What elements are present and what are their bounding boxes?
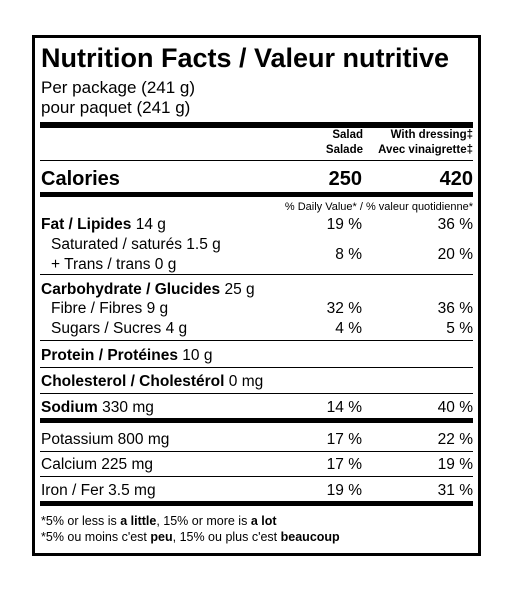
column-header: Salade <box>325 144 363 156</box>
dv-header: % Daily Value* / % valeur quotidienne* <box>284 201 473 213</box>
dv: 5 % <box>446 320 473 337</box>
rule <box>40 160 473 161</box>
nutrient-name: Iron / Fer 3.5 mg <box>41 482 156 499</box>
nutrient-amount: 10 g <box>182 347 213 364</box>
nutrient-name: Potassium 800 mg <box>41 431 170 448</box>
rule <box>40 393 473 394</box>
title: Nutrition Facts / Valeur nutritive <box>41 43 450 73</box>
nutrient: Carbohydrate / Glucides 25 g <box>41 282 255 298</box>
nutrient: Fat / Lipides 14 g <box>41 217 166 233</box>
nutrient-name: Carbohydrate / Glucides <box>41 281 221 298</box>
footnote: *5% or less is a little, 15% or more is … <box>41 515 277 528</box>
rule <box>40 367 473 368</box>
nutrient: Cholesterol / Cholestérol 0 mg <box>41 374 263 390</box>
nutrient-name: Sugars / Sucres 4 g <box>51 320 188 337</box>
dv: 4 % <box>335 320 362 337</box>
footnote-text: , 15% ou plus c'est <box>172 530 281 544</box>
nutrient-amount: 14 g <box>135 216 166 233</box>
footnote-text: , 15% or more is <box>156 514 251 528</box>
footnote-text: peu <box>150 530 173 544</box>
footnote-text: a lot <box>250 514 277 528</box>
column-header: Avec vinaigrette‡ <box>378 144 473 156</box>
nutrient-amount: 330 mg <box>102 399 154 416</box>
dv: 19 % <box>437 456 473 473</box>
nutrient-name: Sodium <box>41 399 98 416</box>
calories-value: 250 <box>328 168 362 190</box>
dv: 20 % <box>437 246 473 263</box>
dv: 17 % <box>326 431 362 448</box>
rule <box>40 451 473 452</box>
serving: pour paquet (241 g) <box>41 98 191 117</box>
footnote: *5% ou moins c'est peu, 15% ou plus c'es… <box>41 531 340 544</box>
serving: Per package (241 g) <box>41 78 196 97</box>
dv: 22 % <box>437 431 473 448</box>
dv: 14 % <box>326 399 362 416</box>
nutrient-name: + Trans / trans 0 g <box>51 256 177 273</box>
dv: 17 % <box>326 456 362 473</box>
column-header: With dressing‡ <box>390 129 473 141</box>
nutrient-amount: 25 g <box>224 281 255 298</box>
dv: 32 % <box>326 300 362 317</box>
nutrient-name: Fat / Lipides <box>41 216 132 233</box>
nutrient-name: Calcium 225 mg <box>41 456 153 473</box>
dv: 19 % <box>326 216 362 233</box>
rule <box>40 476 473 477</box>
rule <box>40 192 473 197</box>
footnote-text: a little <box>120 514 157 528</box>
column-header: Salad <box>332 129 363 141</box>
rule <box>40 274 473 275</box>
nutrient-name: Fibre / Fibres 9 g <box>51 300 169 317</box>
nutrient: Protein / Protéines 10 g <box>41 348 212 364</box>
footnote-text: beaucoup <box>280 530 340 544</box>
dv: 40 % <box>437 399 473 416</box>
rule <box>40 122 473 128</box>
dv: 36 % <box>437 300 473 317</box>
nutrition-label: Nutrition Facts / Valeur nutritive Per p… <box>32 35 481 556</box>
rule <box>40 340 473 341</box>
rule <box>40 418 473 423</box>
nutrient-name: Protein / Protéines <box>41 347 178 364</box>
footnote-text: *5% or less is <box>41 514 121 528</box>
nutrient-name: Cholesterol / Cholestérol <box>41 373 225 390</box>
dv: 31 % <box>437 482 473 499</box>
dv: 8 % <box>335 246 362 263</box>
footnote-text: *5% ou moins c'est <box>41 530 151 544</box>
nutrient-name: Saturated / saturés 1.5 g <box>51 236 221 253</box>
calories-label: Calories <box>41 168 120 190</box>
dv: 19 % <box>326 482 362 499</box>
nutrient: Sodium 330 mg <box>41 400 154 416</box>
nutrient-amount: 0 mg <box>228 373 264 390</box>
dv: 36 % <box>437 216 473 233</box>
calories-value: 420 <box>439 168 473 190</box>
rule <box>40 501 473 506</box>
